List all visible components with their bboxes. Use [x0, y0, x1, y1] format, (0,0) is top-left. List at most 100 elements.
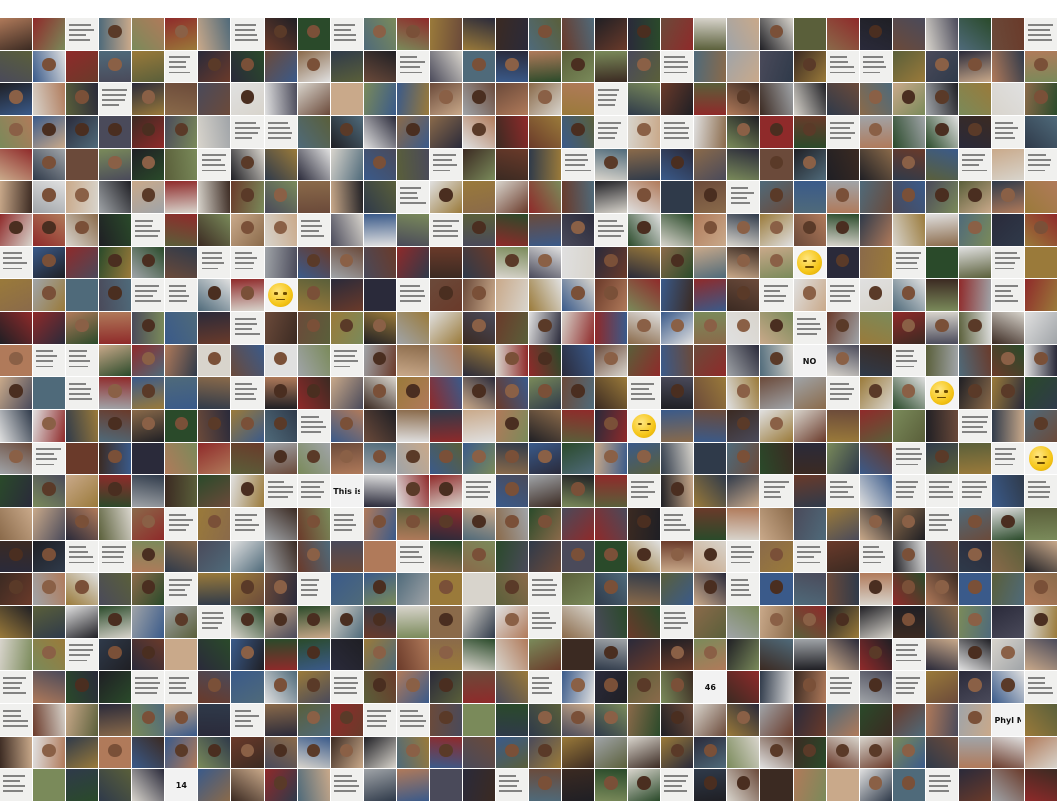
portrait-face: [42, 253, 56, 267]
tile-text-line: [300, 219, 321, 222]
mosaic-tile: [396, 507, 429, 540]
portrait-face: [571, 220, 585, 235]
portrait-face: [835, 612, 850, 627]
mosaic-tile: [132, 736, 165, 769]
mosaic-tile: [760, 769, 793, 801]
tile-text-line: [895, 692, 915, 695]
mosaic-tile: [396, 18, 429, 50]
tile-text-line: [532, 594, 556, 597]
mosaic-tile: [760, 148, 793, 181]
tile-text-line: [829, 131, 856, 134]
tile-text-line: [995, 448, 1016, 451]
mosaic-tile: [330, 409, 363, 442]
mosaic-tile: [826, 475, 859, 507]
mosaic-tile: [991, 409, 1024, 442]
mosaic-tile: [793, 736, 826, 769]
tile-text-line: [69, 360, 91, 363]
mosaic-tile: [826, 279, 859, 311]
mosaic-tile: [991, 181, 1024, 213]
tile-text-line: [829, 285, 854, 287]
portrait-face: [240, 482, 255, 496]
tile-text-line: [333, 23, 355, 26]
tile-text-line: [168, 518, 193, 521]
tile-text-line: [168, 589, 186, 592]
portrait-face: [108, 743, 122, 757]
mosaic-tile: [562, 311, 595, 344]
tile-text-line: [829, 295, 850, 298]
mosaic-tile: [694, 736, 727, 769]
mosaic-tile: [462, 573, 495, 605]
mosaic-tile: [793, 638, 826, 671]
tile-text-line: [962, 159, 983, 162]
tile-text-line: [466, 481, 492, 483]
portrait-face: [505, 482, 519, 496]
tile-text-line: [300, 415, 320, 418]
mosaic-tile: [198, 507, 231, 540]
mosaic-tile: 14: [165, 769, 198, 801]
tile-text-line: [300, 425, 327, 428]
mosaic-tile: [462, 148, 495, 181]
mosaic-tile: [396, 50, 429, 83]
tile-text-line: [995, 285, 1018, 287]
mosaic-tile: [661, 311, 694, 344]
portrait-face: [439, 710, 453, 725]
mosaic-tile: [694, 540, 727, 573]
tile-text-line: [36, 360, 54, 363]
portrait-face: [42, 57, 56, 71]
mosaic-tile: [991, 769, 1024, 801]
tile-text-line: [36, 355, 58, 358]
portrait-face: [372, 514, 387, 529]
mosaic-tile: [694, 279, 727, 311]
mosaic-tile: [760, 377, 793, 409]
mosaic-tile: [1024, 540, 1057, 573]
mosaic-tile: [33, 83, 66, 115]
portrait-face: [968, 514, 982, 529]
portrait-face: [406, 482, 420, 496]
tile-text-line: [532, 677, 549, 679]
portrait-face: [273, 449, 288, 463]
mosaic-tile: [958, 311, 991, 344]
tile-text-line: [36, 453, 54, 456]
portrait-face: [835, 743, 850, 757]
tile-text-line: [333, 785, 360, 788]
mosaic-tile: [297, 83, 330, 115]
portrait-face: [703, 580, 718, 594]
mosaic-tile: [1024, 311, 1057, 344]
mosaic-tile: [165, 703, 198, 736]
mosaic-tile: [165, 507, 198, 540]
mosaic-tile: [198, 115, 231, 148]
tile-text-line: [168, 66, 186, 69]
portrait-face: [9, 547, 23, 561]
mosaic-tile: [727, 181, 760, 213]
mosaic-tile: [595, 213, 628, 246]
mosaic-tile: [562, 83, 595, 115]
tile-text-line: [532, 682, 553, 684]
mosaic-tile: [0, 377, 33, 409]
portrait-face: [439, 90, 453, 104]
mosaic-tile: This is deep: [330, 475, 363, 507]
portrait-face: [273, 351, 288, 365]
portrait-face: [901, 612, 916, 627]
portrait-face: [141, 547, 155, 561]
mosaic-tile: [694, 311, 727, 344]
mosaic-tile: [661, 50, 694, 83]
mosaic-tile: [66, 736, 99, 769]
tile-caption: 14: [175, 781, 187, 791]
tile-text-line: [234, 23, 257, 26]
tile-text-line: [300, 491, 324, 494]
tile-text-line: [69, 654, 90, 657]
mosaic-tile: [0, 540, 33, 573]
tile-text-line: [829, 687, 852, 690]
mosaic-tile: [595, 246, 628, 279]
mosaic-tile: [264, 148, 297, 181]
mosaic-tile: [760, 736, 793, 769]
portrait-face: [273, 678, 288, 692]
tile-text-line: [168, 513, 186, 516]
mosaic-tile: [429, 279, 462, 311]
portrait-face: [835, 220, 850, 235]
mosaic-tile: [396, 736, 429, 769]
mosaic-tile: [231, 409, 264, 442]
mosaic-tile: [529, 573, 562, 605]
mosaic-tile: [495, 246, 528, 279]
tile-text-line: [862, 546, 880, 549]
